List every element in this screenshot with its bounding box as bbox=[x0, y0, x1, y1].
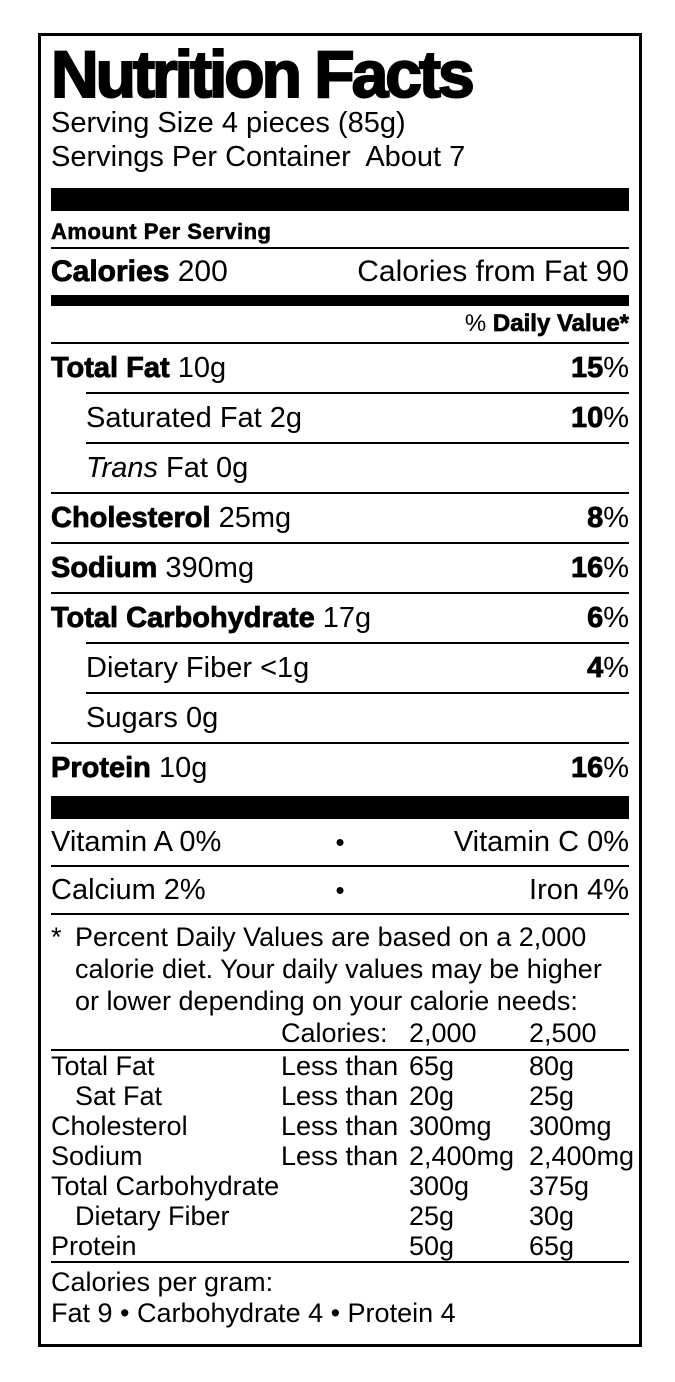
vitamin-row-a-c: Vitamin A 0% • Vitamin C 0% bbox=[51, 819, 629, 865]
divider-hairline bbox=[51, 592, 629, 594]
footnote-asterisk: * bbox=[51, 922, 62, 952]
calories-per-gram-values: Fat 9 • Carbohydrate 4 • Protein 4 bbox=[51, 1298, 456, 1328]
calories-from-fat: Calories from Fat 90 bbox=[357, 255, 629, 288]
divider-hairline bbox=[86, 392, 629, 394]
divider-hairline bbox=[51, 742, 629, 744]
divider-hairline bbox=[86, 642, 629, 644]
dv-table-row-total-carbohydrate: Total Carbohydrate 300g 375g bbox=[51, 1171, 590, 1201]
divider-hairline bbox=[86, 692, 629, 694]
vitamin-row-calcium-iron: Calcium 2% • Iron 4% bbox=[51, 867, 629, 913]
calories-per-gram: Calories per gram: Fat 9 • Carbohydrate … bbox=[51, 1267, 629, 1329]
nutrient-row-protein: Protein 10g 16% bbox=[51, 751, 629, 784]
dv-table-row-dietary-fiber: Dietary Fiber 25g 30g bbox=[75, 1201, 575, 1231]
daily-value-percent: 6% bbox=[587, 601, 629, 634]
divider-hairline bbox=[51, 492, 629, 494]
nutrient-row-total-carbohydrate: Total Carbohydrate 17g 6% bbox=[51, 601, 629, 634]
daily-value-percent: 10% bbox=[570, 401, 629, 434]
amount-per-serving-heading: Amount Per Serving bbox=[51, 217, 629, 249]
daily-value-percent: 16% bbox=[570, 751, 629, 784]
dv-table-row-sodium: Sodium Less than 2,400mg 2,400mg bbox=[51, 1141, 635, 1171]
vitamin-c-value: Vitamin C 0% bbox=[453, 825, 629, 858]
serving-size: Serving Size 4 pieces (85g) bbox=[51, 107, 406, 139]
divider-thick-bar bbox=[51, 188, 629, 211]
bullet-separator: • bbox=[335, 826, 345, 857]
nutrient-row-trans-fat: Trans Fat 0g bbox=[86, 451, 249, 484]
nutrient-row-dietary-fiber: Dietary Fiber <1g 4% bbox=[86, 651, 629, 684]
daily-value-percent: 15% bbox=[570, 351, 629, 384]
nutrient-row-cholesterol: Cholesterol 25mg 8% bbox=[51, 501, 629, 534]
daily-value-footnote: * Percent Daily Values are based on a 2,… bbox=[51, 921, 629, 1017]
dv-table-row-sat-fat: Sat Fat Less than 20g 25g bbox=[75, 1081, 575, 1111]
footnote-text: Percent Daily Values are based on a 2,00… bbox=[75, 922, 602, 1016]
divider-hairline bbox=[51, 542, 629, 544]
nutrition-facts-label: Nutrition Facts Serving Size 4 pieces (8… bbox=[38, 33, 642, 1347]
dv-table-2500-col: 2,500 bbox=[529, 1018, 597, 1048]
divider-medium-bar bbox=[51, 295, 629, 306]
label-title: Nutrition Facts bbox=[50, 37, 476, 111]
nutrient-row-sodium: Sodium 390mg 16% bbox=[51, 551, 629, 584]
daily-value-percent: 4% bbox=[587, 651, 629, 684]
daily-value-percent: 16% bbox=[570, 551, 629, 584]
divider-thick-bar bbox=[51, 796, 629, 819]
dv-table-2000-col: 2,000 bbox=[409, 1018, 477, 1048]
daily-value-percent: 8% bbox=[587, 501, 629, 534]
nutrient-row-sugars: Sugars 0g bbox=[86, 701, 219, 734]
vitamin-a-value: Vitamin A 0% bbox=[51, 825, 222, 858]
calories-row: Calories 200 Calories from Fat 90 bbox=[51, 249, 629, 295]
calories-per-gram-title: Calories per gram: bbox=[51, 1267, 274, 1297]
daily-value-header: % Daily Value* bbox=[51, 306, 629, 344]
iron-value: Iron 4% bbox=[529, 873, 629, 906]
dv-table-row-total-fat: Total Fat Less than 65g 80g bbox=[51, 1051, 575, 1081]
nutrient-row-total-fat: Total Fat 10g 15% bbox=[51, 351, 629, 384]
dv-table-calories-label: Calories: bbox=[281, 1018, 388, 1048]
bullet-separator: • bbox=[335, 874, 345, 905]
dv-table-row-cholesterol: Cholesterol Less than 300mg 300mg bbox=[51, 1111, 612, 1141]
nutrient-row-saturated-fat: Saturated Fat 2g 10% bbox=[86, 401, 629, 434]
divider-hairline bbox=[51, 865, 629, 867]
divider-hairline bbox=[51, 913, 629, 915]
dv-table-header: Calories: 2,000 2,500 bbox=[51, 1017, 629, 1051]
dv-table-row-protein: Protein 50g 65g bbox=[51, 1231, 575, 1261]
servings-per-container: Servings Per Container About 7 bbox=[51, 141, 466, 173]
calcium-value: Calcium 2% bbox=[51, 873, 206, 906]
divider-hairline bbox=[51, 1261, 629, 1263]
calories-amount: Calories 200 bbox=[51, 255, 228, 289]
divider-hairline bbox=[86, 442, 629, 444]
